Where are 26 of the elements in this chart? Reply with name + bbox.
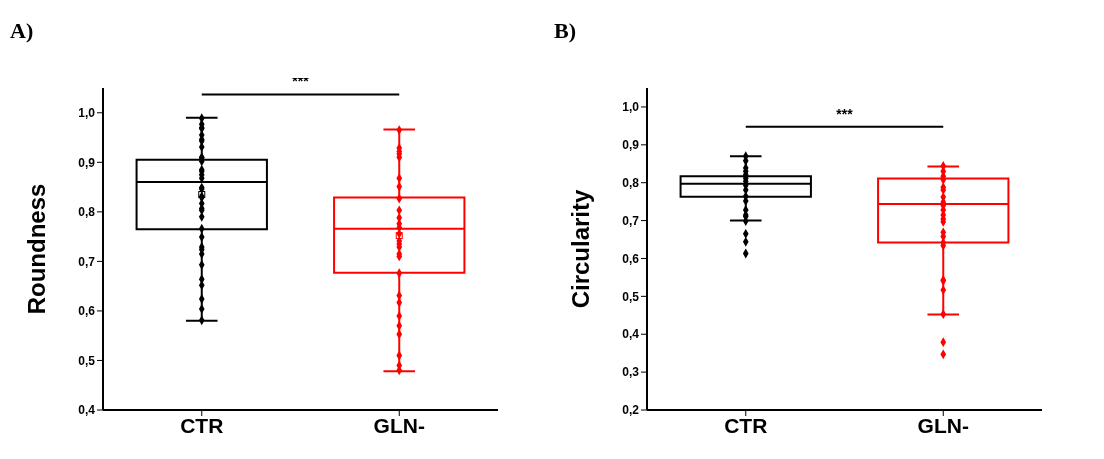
y-tick-label: 0,7: [622, 213, 640, 228]
y-tick-label: 0,9: [78, 155, 96, 170]
y-tick-label: 0,5: [622, 289, 640, 304]
y-tick-label: 0,8: [78, 205, 96, 220]
significance-bracket: ***: [744, 105, 945, 128]
y-tick-label: 0,9: [622, 138, 640, 153]
y-tick-label: 1,0: [78, 106, 96, 121]
chart-title: A): [10, 18, 34, 44]
x-tick-label: CTR: [180, 413, 224, 437]
y-axis-title: Roundness: [22, 183, 50, 315]
y-tick-label: 1,0: [622, 100, 640, 115]
chart-title: B): [554, 18, 576, 44]
y-tick-label: 0,4: [78, 403, 96, 418]
y-tick-label: 0,6: [622, 251, 640, 266]
x-tick-label: CTR: [724, 413, 768, 437]
y-axis-title: Circularity: [566, 189, 594, 309]
y-tick-label: 0,4: [622, 327, 640, 342]
x-tick-label: GLN-: [373, 413, 425, 437]
y-tick-label: 0,3: [622, 365, 640, 380]
y-tick-label: 0,6: [78, 304, 96, 319]
x-tick-label: GLN-: [917, 413, 969, 437]
y-tick-label: 0,8: [622, 175, 640, 190]
y-tick-label: 0,7: [78, 254, 96, 269]
y-tick-label: 0,2: [622, 403, 640, 418]
annotation: ***: [836, 105, 854, 122]
y-tick-label: 0,5: [78, 353, 96, 368]
